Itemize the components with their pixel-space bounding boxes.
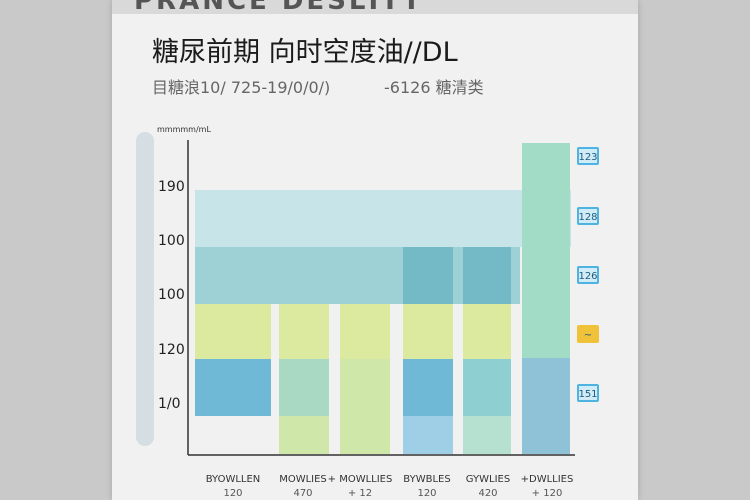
value-badge-text: 128 xyxy=(578,212,597,223)
x-category-sublabel: 470 xyxy=(293,488,312,499)
y-unit-label: mmmmm/mL xyxy=(157,125,211,134)
y-tick-label: 120 xyxy=(158,342,185,358)
bar-row4-seg-3 xyxy=(463,416,511,454)
x-category-sublabel: 120 xyxy=(417,488,436,499)
bar-row3-seg-3 xyxy=(403,359,453,416)
bar-row3-seg-1 xyxy=(279,359,329,416)
bar-tall-top xyxy=(522,143,570,358)
value-badge-inner xyxy=(579,209,597,223)
bar-row2-seg-2 xyxy=(340,304,390,361)
bar-row2-seg-1 xyxy=(279,304,329,361)
bar-col5-row1 xyxy=(463,247,511,304)
value-badge-inner xyxy=(579,386,597,400)
bar-col4-row1 xyxy=(403,247,453,304)
value-badge-text: 123 xyxy=(578,152,597,163)
chart-subtitle-right: -6126 糖清类 xyxy=(384,78,484,97)
side-range-bar xyxy=(136,132,154,446)
bar-row3-seg-2 xyxy=(340,359,390,416)
bar-row2-seg-0 xyxy=(195,304,271,361)
value-badge-inner xyxy=(579,149,597,163)
y-tick-label: 100 xyxy=(158,287,185,303)
bar-row2-seg-3 xyxy=(403,304,453,361)
bar-row4-seg-1 xyxy=(340,416,390,454)
chart-title: 糖尿前期 向时空度油//DL xyxy=(152,37,458,68)
x-category-label: BYOWLLEN xyxy=(206,474,261,485)
top-banner: PRANCE DESLITT xyxy=(112,0,638,16)
banner-text: PRANCE DESLITT xyxy=(134,0,424,16)
bar-row3-seg-0 xyxy=(195,359,271,416)
value-badge-text: 151 xyxy=(578,389,597,400)
bar-row4-seg-2 xyxy=(403,416,453,454)
value-badge-text: 126 xyxy=(578,271,597,282)
bar-row3-seg-4 xyxy=(463,359,511,416)
y-tick-label: 100 xyxy=(158,233,185,249)
y-tick-label: 1/0 xyxy=(158,396,181,412)
x-category-label: + MOWLLIES xyxy=(328,474,393,485)
bar-row2-seg-4 xyxy=(463,304,511,361)
x-category-sublabel: 120 xyxy=(223,488,242,499)
x-category-label: GYWLIES xyxy=(466,474,510,485)
x-category-sublabel: 420 xyxy=(478,488,497,499)
x-category-label: MOWLIES xyxy=(279,474,327,485)
bar-tall-bottom xyxy=(522,358,570,454)
band-row-0 xyxy=(195,190,571,247)
value-badge-text: ~ xyxy=(584,330,592,341)
bar-row4-seg-0 xyxy=(279,416,329,454)
chart-subtitle: 目糖浪10/ 725-19/0/0/) xyxy=(152,78,331,97)
x-category-label: +DWLLIES xyxy=(521,474,574,485)
y-tick-label: 190 xyxy=(158,179,185,195)
x-category-sublabel: + 12 xyxy=(348,488,372,499)
x-category-sublabel: + 120 xyxy=(532,488,563,499)
x-category-label: BYWBLES xyxy=(403,474,450,485)
value-badge-inner xyxy=(579,268,597,282)
value-badge xyxy=(577,325,599,343)
